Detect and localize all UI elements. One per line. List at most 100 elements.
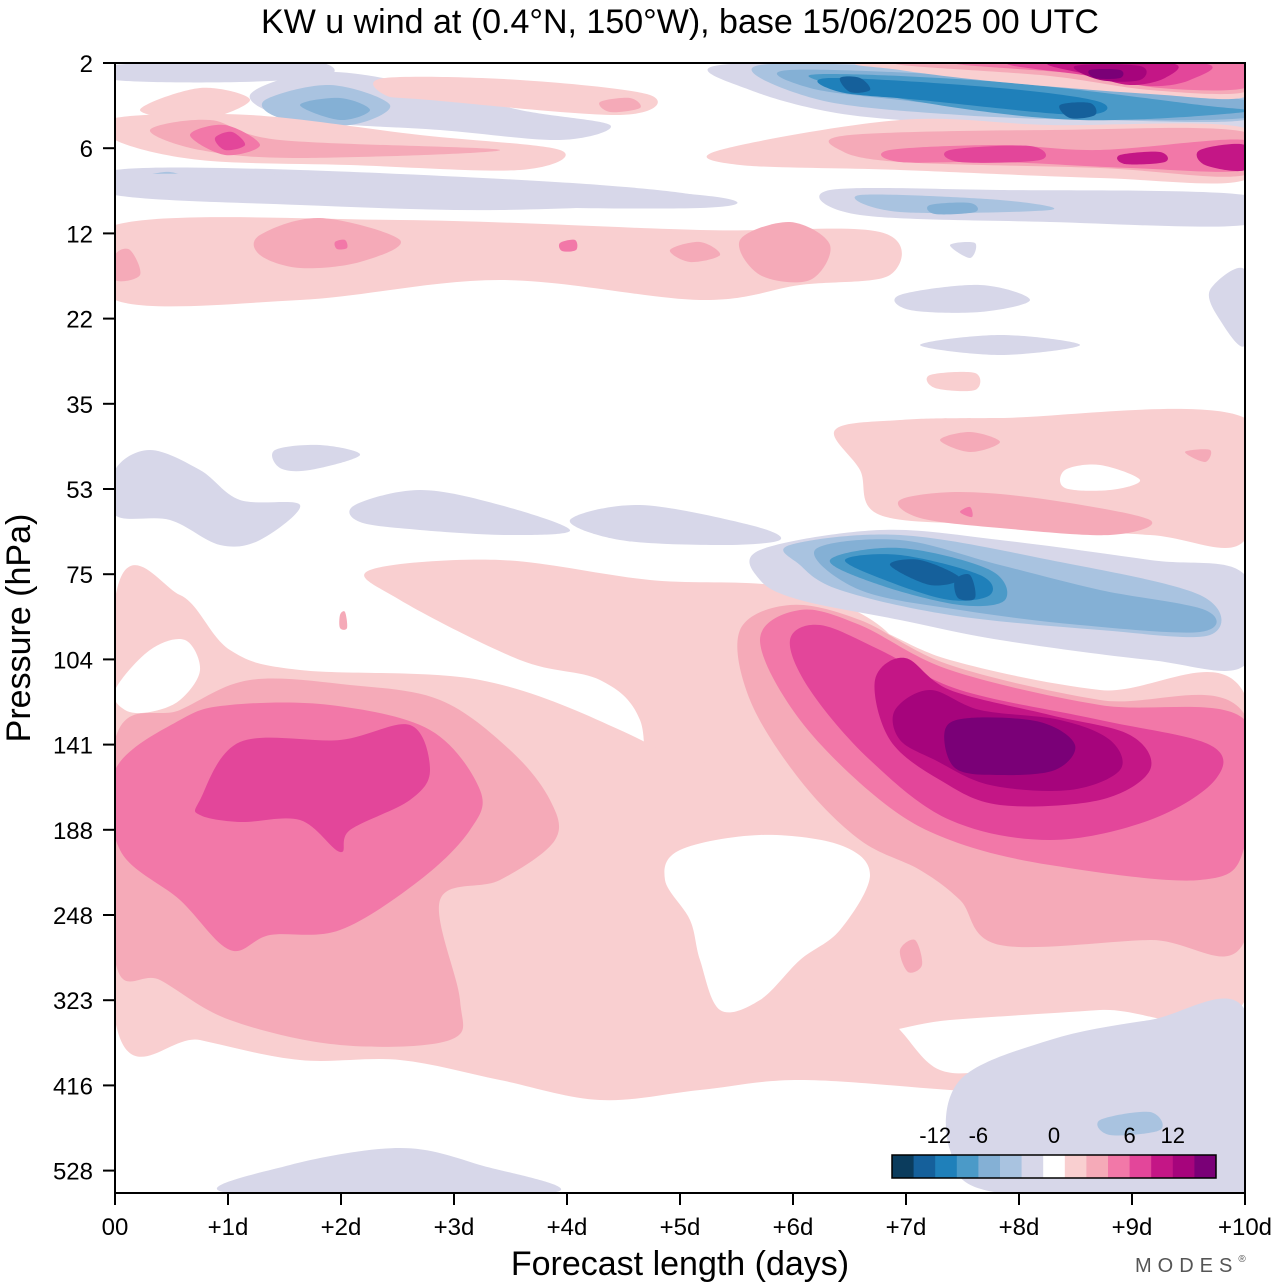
colorbar-label: 0 xyxy=(1048,1123,1060,1148)
x-tick-label: +4d xyxy=(547,1214,588,1241)
x-tick-label: +6d xyxy=(773,1214,814,1241)
contour-region-10 xyxy=(214,131,246,151)
colorbar-swatch xyxy=(913,1155,936,1178)
y-tick-label: 188 xyxy=(53,818,93,845)
contour-region-45 xyxy=(894,284,1030,313)
y-tick-label: 35 xyxy=(66,392,93,419)
contour-region-42 xyxy=(115,248,141,282)
contour-region-32 xyxy=(1117,151,1168,165)
colorbar-label: -12 xyxy=(919,1123,951,1148)
x-axis: 00 +1d +2d +3d +4d +5d +6d +7d +8d +9d +10d xyxy=(102,1193,1272,1241)
x-tick-label: +10d xyxy=(1218,1214,1272,1241)
colorbar-swatch xyxy=(892,1155,915,1178)
chart-title: KW u wind at (0.4°N, 150°W), base 15/06/… xyxy=(261,3,1099,41)
y-tick-label: 104 xyxy=(53,647,93,674)
x-tick-label: +3d xyxy=(434,1214,475,1241)
colorbar-label: 12 xyxy=(1161,1123,1185,1148)
colorbar-swatch xyxy=(1064,1155,1087,1178)
contour-region-56 xyxy=(272,444,361,472)
contour-region-51 xyxy=(897,492,1153,536)
contour-region-44 xyxy=(558,239,578,252)
x-tick-label: +7d xyxy=(886,1214,927,1241)
contour-region-37 xyxy=(927,202,978,215)
contour-region-hole xyxy=(1059,464,1141,491)
y-tick-label: 2 xyxy=(80,51,93,78)
contour-region-77 xyxy=(944,717,1076,776)
contour-region-66 xyxy=(954,573,976,601)
contour-region-82 xyxy=(1097,1111,1163,1136)
colorbar-label: -6 xyxy=(969,1123,989,1148)
contour-region-50 xyxy=(940,431,1000,453)
x-tick-label: +1d xyxy=(208,1214,249,1241)
contour-region-81 xyxy=(216,1148,561,1193)
y-tick-label: 53 xyxy=(66,477,93,504)
contour-region-52 xyxy=(959,506,973,518)
y-tick-label: 22 xyxy=(66,307,93,334)
colorbar-swatch xyxy=(1043,1155,1066,1178)
contour-region-46 xyxy=(1208,267,1245,347)
contour-region-hole-2 xyxy=(664,834,870,1013)
colorbar-swatch xyxy=(1000,1155,1023,1178)
contour-region-54 xyxy=(926,371,981,392)
contour-region-71 xyxy=(194,724,430,853)
colorbar-swatch xyxy=(935,1155,958,1178)
y-tick-label: 12 xyxy=(66,221,93,248)
contour-region-33 xyxy=(1196,143,1245,172)
contour-region-43 xyxy=(334,239,348,250)
colorbar-swatch xyxy=(1108,1155,1131,1178)
contour-region-39 xyxy=(253,217,401,269)
contour-region-78 xyxy=(899,939,923,973)
contour-region-41 xyxy=(669,241,721,263)
plot-area xyxy=(115,63,1245,1193)
colorbar-frame xyxy=(891,1154,1217,1179)
contour-region-31 xyxy=(944,145,1046,163)
contour-region-0 xyxy=(115,63,335,83)
x-tick-label: +8d xyxy=(999,1214,1040,1241)
colorbar-swatch xyxy=(1086,1155,1109,1178)
contour-region-47 xyxy=(920,335,1080,355)
contour-region-58 xyxy=(569,504,782,545)
y-axis: 2 6 12 22 35 53 75 104 141 188 248 323 416 528 xyxy=(53,51,115,1186)
y-tick-label: 323 xyxy=(53,988,93,1015)
colorbar: -12 -6 0 6 12 xyxy=(891,1123,1217,1179)
brand-logo: MODES® xyxy=(1135,1254,1252,1277)
x-tick-label: +9d xyxy=(1112,1214,1153,1241)
contour-region-18 xyxy=(817,77,1108,116)
contour-region-79 xyxy=(339,611,348,630)
colorbar-swatch xyxy=(1021,1155,1044,1178)
contour-region-3 xyxy=(300,97,370,121)
contour-region-5 xyxy=(373,76,658,116)
x-axis-label: Forecast length (days) xyxy=(511,1245,849,1283)
colorbar-swatch xyxy=(956,1155,979,1178)
y-axis-label: Pressure (hPa) xyxy=(0,514,38,743)
colorbar-swatch xyxy=(1129,1155,1152,1178)
x-tick-label: +2d xyxy=(321,1214,362,1241)
y-tick-label: 416 xyxy=(53,1073,93,1100)
contour-region-6 xyxy=(599,97,641,113)
y-tick-label: 248 xyxy=(53,903,93,930)
colorbar-swatch xyxy=(1151,1155,1174,1178)
contour-region-57 xyxy=(349,490,571,535)
x-tick-label: +5d xyxy=(660,1214,701,1241)
contour-region-65 xyxy=(889,559,961,586)
contour-region-55 xyxy=(115,450,301,547)
x-tick-label: 00 xyxy=(102,1214,129,1241)
contour-region-53 xyxy=(1184,449,1212,463)
contour-region-40 xyxy=(738,221,831,283)
contour-region-4 xyxy=(140,87,250,121)
contour-region-48 xyxy=(949,241,977,259)
contour-region-80 xyxy=(945,998,1245,1193)
colorbar-swatch xyxy=(978,1155,1001,1178)
contour-region-27 xyxy=(1088,69,1124,79)
y-tick-label: 6 xyxy=(80,136,93,163)
contour-region-20 xyxy=(1059,102,1097,119)
colorbar-swatch xyxy=(1194,1155,1217,1178)
contour-region-hole-3 xyxy=(115,639,201,714)
contour-region-34 xyxy=(115,173,738,209)
y-tick-label: 528 xyxy=(53,1159,93,1186)
colorbar-swatch xyxy=(1172,1155,1195,1178)
y-tick-label: 75 xyxy=(66,562,93,589)
contour-region-19 xyxy=(839,76,871,93)
colorbar-label: 6 xyxy=(1123,1123,1135,1148)
